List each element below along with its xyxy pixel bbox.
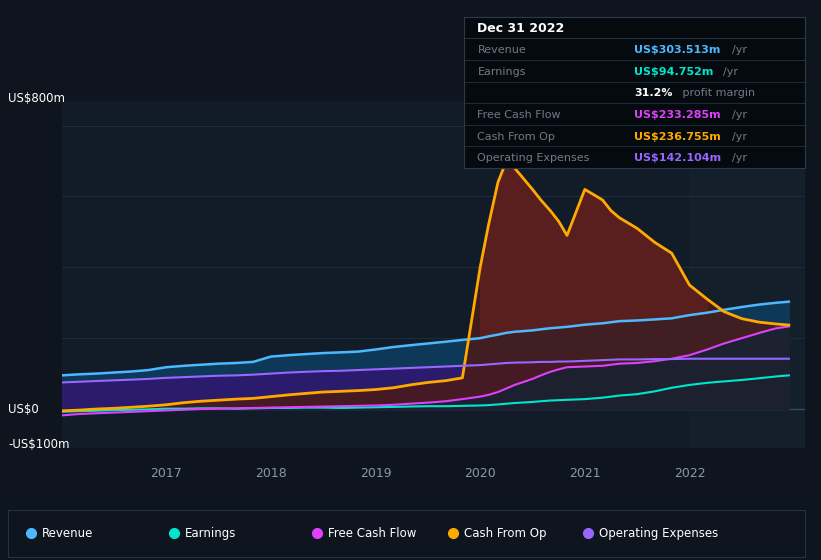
- Text: Cash From Op: Cash From Op: [464, 527, 546, 540]
- Text: Cash From Op: Cash From Op: [478, 132, 555, 142]
- Text: Free Cash Flow: Free Cash Flow: [328, 527, 417, 540]
- Text: US$800m: US$800m: [8, 91, 65, 105]
- Text: -US$100m: -US$100m: [8, 438, 70, 451]
- Text: US$142.104m: US$142.104m: [635, 153, 722, 164]
- Text: /yr: /yr: [732, 153, 746, 164]
- Text: /yr: /yr: [732, 45, 746, 55]
- Text: US$233.285m: US$233.285m: [635, 110, 721, 120]
- Text: Free Cash Flow: Free Cash Flow: [478, 110, 561, 120]
- Text: profit margin: profit margin: [678, 88, 754, 99]
- Text: Earnings: Earnings: [185, 527, 236, 540]
- Text: 2022: 2022: [674, 466, 705, 480]
- Text: 2020: 2020: [465, 466, 496, 480]
- Text: US$236.755m: US$236.755m: [635, 132, 721, 142]
- Text: US$303.513m: US$303.513m: [635, 45, 721, 55]
- Text: /yr: /yr: [732, 110, 746, 120]
- Text: 31.2%: 31.2%: [635, 88, 672, 99]
- Bar: [690, 101, 805, 448]
- Text: 2019: 2019: [360, 466, 392, 480]
- Text: US$94.752m: US$94.752m: [635, 67, 713, 77]
- Text: Revenue: Revenue: [478, 45, 526, 55]
- Text: 2021: 2021: [569, 466, 601, 480]
- Text: /yr: /yr: [722, 67, 738, 77]
- Text: 2018: 2018: [255, 466, 287, 480]
- Text: /yr: /yr: [732, 132, 746, 142]
- Text: US$0: US$0: [8, 403, 39, 416]
- Text: Operating Expenses: Operating Expenses: [599, 527, 718, 540]
- Text: Earnings: Earnings: [478, 67, 526, 77]
- Text: 2017: 2017: [150, 466, 182, 480]
- Text: Revenue: Revenue: [42, 527, 93, 540]
- Text: Dec 31 2022: Dec 31 2022: [478, 22, 565, 35]
- Text: Operating Expenses: Operating Expenses: [478, 153, 589, 164]
